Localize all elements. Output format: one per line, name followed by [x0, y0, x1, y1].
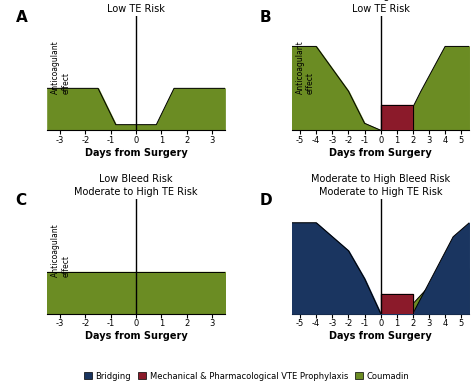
Title: Low Bleed Risk
Low TE Risk: Low Bleed Risk Low TE Risk	[99, 0, 173, 13]
Text: A: A	[16, 10, 27, 25]
Text: Anticoagulant
effect: Anticoagulant effect	[296, 224, 315, 278]
Text: Anticoagulant
effect: Anticoagulant effect	[51, 224, 70, 278]
Text: D: D	[260, 193, 273, 208]
Text: Anticoagulant
effect: Anticoagulant effect	[51, 40, 70, 94]
X-axis label: Days from Surgery: Days from Surgery	[329, 148, 432, 158]
Legend: Bridging, Mechanical & Pharmacological VTE Prophylaxis, Coumadin: Bridging, Mechanical & Pharmacological V…	[81, 368, 412, 384]
Text: C: C	[16, 193, 27, 208]
Title: Moderate to High Bleed Risk
Moderate to High TE Risk: Moderate to High Bleed Risk Moderate to …	[311, 174, 450, 197]
Title: Moderate to High Bleed Risk
Low TE Risk: Moderate to High Bleed Risk Low TE Risk	[311, 0, 450, 13]
Title: Low Bleed Risk
Moderate to High TE Risk: Low Bleed Risk Moderate to High TE Risk	[74, 174, 198, 197]
Polygon shape	[381, 105, 413, 130]
Text: Anticoagulant
effect: Anticoagulant effect	[296, 40, 315, 94]
Text: B: B	[260, 10, 272, 25]
X-axis label: Days from Surgery: Days from Surgery	[329, 331, 432, 341]
Polygon shape	[381, 294, 413, 314]
X-axis label: Days from Surgery: Days from Surgery	[85, 148, 187, 158]
X-axis label: Days from Surgery: Days from Surgery	[85, 331, 187, 341]
